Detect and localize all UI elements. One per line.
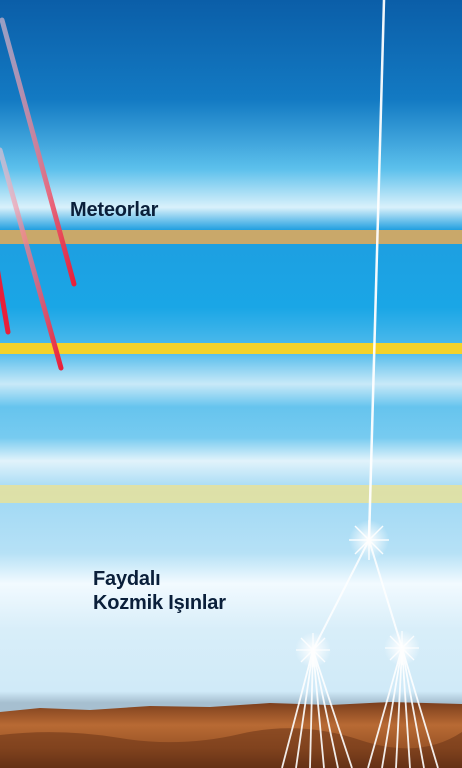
- meteors-label: Meteorlar: [70, 199, 159, 221]
- cosmic-rays-label-line2: Kozmik Işınlar: [93, 592, 226, 614]
- pale-yellow-band: [0, 485, 462, 503]
- cosmic-ray-beam: [367, 0, 386, 541]
- secondary-ray: [368, 539, 403, 649]
- meteor-streak: [0, 17, 77, 287]
- meteor-streak: [0, 147, 64, 371]
- cosmic-rays-label: Faydalı Kozmik Işınlar: [93, 567, 226, 615]
- meteor-streak: [0, 270, 11, 335]
- secondary-ray: [312, 539, 370, 651]
- ground-texture: [0, 728, 462, 768]
- yellow-band: [0, 343, 462, 354]
- cosmic-rays-label-line1: Faydalı: [93, 568, 161, 590]
- tan-band: [0, 230, 462, 244]
- cascade-rays: [281, 647, 439, 768]
